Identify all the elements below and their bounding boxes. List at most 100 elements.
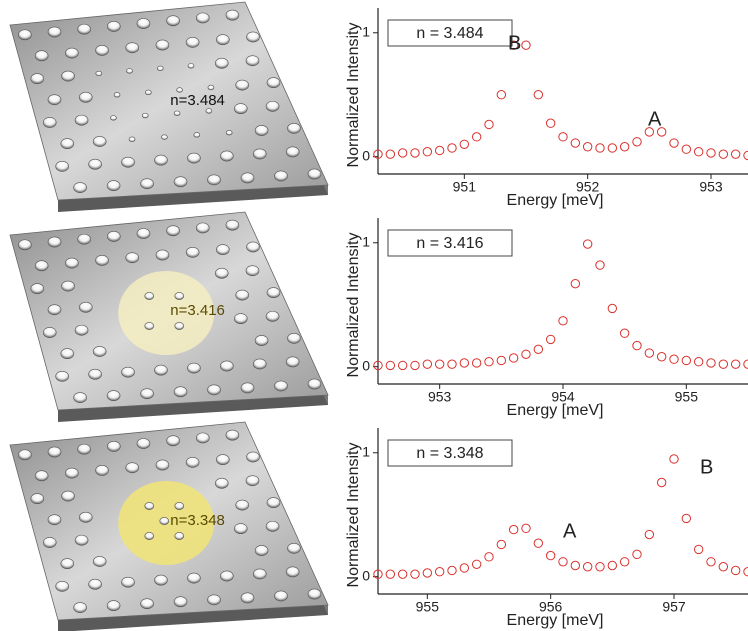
data-point bbox=[471, 559, 482, 569]
hole bbox=[110, 115, 117, 121]
label-box bbox=[387, 19, 513, 47]
hole bbox=[287, 542, 301, 554]
data-point bbox=[558, 132, 568, 142]
hole bbox=[60, 138, 75, 150]
hole bbox=[265, 310, 280, 322]
hole bbox=[214, 477, 229, 489]
hole bbox=[274, 590, 288, 602]
hole bbox=[207, 384, 221, 396]
data-point bbox=[434, 359, 445, 369]
data-point bbox=[681, 144, 692, 154]
hole bbox=[235, 79, 250, 91]
data-point bbox=[743, 359, 748, 369]
hole bbox=[126, 68, 133, 74]
hole bbox=[155, 459, 170, 471]
data-point bbox=[669, 354, 679, 364]
hole bbox=[166, 225, 180, 237]
data-point bbox=[582, 142, 593, 152]
hole bbox=[106, 390, 121, 402]
hole bbox=[187, 63, 195, 69]
data-point bbox=[730, 149, 741, 159]
data-point bbox=[632, 340, 642, 351]
hole bbox=[88, 368, 102, 380]
data-point bbox=[730, 359, 741, 369]
data-point bbox=[718, 149, 729, 159]
data-point bbox=[521, 40, 531, 50]
data-point bbox=[385, 569, 396, 579]
hole bbox=[307, 378, 322, 390]
hole bbox=[42, 327, 57, 338]
x-tick-label: 951 bbox=[453, 179, 477, 195]
data-point bbox=[484, 119, 494, 130]
data-point bbox=[410, 569, 420, 579]
label-box bbox=[387, 229, 513, 257]
x-axis-label: Energy [meV] bbox=[507, 402, 604, 419]
hole bbox=[88, 578, 102, 590]
data-point bbox=[496, 355, 507, 366]
data-point bbox=[743, 567, 748, 577]
hole bbox=[74, 534, 89, 546]
x-axis-label: Energy [meV] bbox=[507, 192, 604, 209]
data-point bbox=[619, 557, 630, 567]
data-point bbox=[669, 138, 679, 148]
y-tick-label: 1 bbox=[362, 23, 370, 39]
hole bbox=[34, 470, 49, 482]
data-point bbox=[681, 355, 692, 366]
data-point bbox=[656, 477, 667, 488]
data-point bbox=[508, 353, 519, 363]
hole bbox=[42, 117, 57, 128]
hole bbox=[161, 134, 168, 140]
data-point bbox=[434, 567, 445, 577]
hole bbox=[266, 77, 281, 89]
hole bbox=[107, 231, 121, 242]
hole bbox=[113, 92, 121, 98]
hole bbox=[225, 429, 240, 441]
hole bbox=[225, 130, 233, 136]
hole bbox=[287, 332, 301, 344]
slab-side bbox=[58, 605, 328, 631]
hole bbox=[18, 449, 32, 461]
data-point bbox=[545, 334, 556, 345]
hole bbox=[245, 55, 260, 67]
hole bbox=[125, 462, 140, 474]
label-text: n = 3.348 bbox=[416, 445, 483, 462]
hole bbox=[136, 228, 151, 239]
x-axis-label: Energy [meV] bbox=[507, 612, 604, 629]
x-tick-label: 956 bbox=[539, 599, 563, 615]
data-point bbox=[373, 149, 383, 159]
data-point bbox=[619, 142, 630, 152]
data-point bbox=[471, 358, 482, 368]
y-tick-label: 0 bbox=[362, 357, 370, 373]
hole bbox=[195, 12, 210, 24]
data-point bbox=[693, 544, 704, 555]
hole bbox=[225, 219, 240, 231]
hole bbox=[47, 446, 62, 458]
hole bbox=[155, 39, 170, 51]
hole bbox=[287, 122, 301, 134]
hole bbox=[240, 382, 255, 394]
slab-label: n=3.416 bbox=[170, 302, 225, 319]
hole bbox=[95, 255, 109, 266]
data-point bbox=[582, 239, 593, 249]
label-box bbox=[387, 439, 513, 467]
hole bbox=[265, 100, 280, 112]
hole bbox=[73, 182, 87, 193]
data-point bbox=[644, 348, 655, 358]
data-point bbox=[632, 549, 642, 560]
hole bbox=[140, 178, 154, 190]
annotation: A bbox=[563, 520, 577, 542]
data-point bbox=[545, 550, 556, 561]
hole bbox=[187, 362, 201, 374]
hole bbox=[173, 176, 188, 188]
data-point bbox=[447, 565, 457, 576]
defect-region bbox=[118, 271, 215, 355]
data-point bbox=[385, 360, 396, 371]
hole bbox=[106, 180, 121, 192]
hole bbox=[47, 26, 62, 38]
hole bbox=[55, 160, 69, 172]
data-point bbox=[397, 148, 408, 158]
data-point bbox=[718, 359, 729, 369]
data-point bbox=[607, 143, 618, 153]
hole bbox=[245, 265, 260, 277]
data-point bbox=[533, 538, 544, 548]
